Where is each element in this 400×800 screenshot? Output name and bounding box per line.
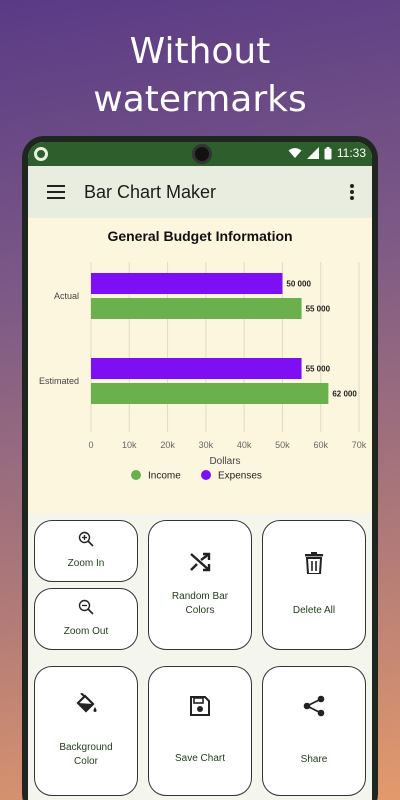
x-tick-label: 70k xyxy=(352,440,367,450)
trash-icon xyxy=(305,552,323,574)
x-tick-label: 60k xyxy=(313,440,328,450)
status-bar: 11:33 xyxy=(28,142,372,166)
promo-headline-line1: Without xyxy=(129,31,271,72)
bar xyxy=(91,273,283,294)
zoom-out-icon xyxy=(78,599,94,615)
signal-icon xyxy=(306,147,319,159)
background-color-label: Background Color xyxy=(59,742,113,767)
share-icon xyxy=(303,695,325,717)
bar xyxy=(91,298,302,319)
battery-icon xyxy=(324,146,332,159)
wifi-icon xyxy=(288,148,302,158)
bar xyxy=(91,383,329,404)
zoom-in-icon xyxy=(78,531,94,547)
front-camera xyxy=(192,144,212,164)
status-indicators: 11:33 xyxy=(288,146,366,160)
x-tick-label: 40k xyxy=(237,440,252,450)
legend-swatch xyxy=(201,470,211,480)
x-tick-label: 30k xyxy=(199,440,214,450)
x-tick-label: 0 xyxy=(88,440,93,450)
x-tick-label: 10k xyxy=(122,440,137,450)
random-bar-colors-button[interactable]: Random Bar Colors xyxy=(148,520,252,650)
app-screen: 11:33 Bar Chart Maker General Budget Inf… xyxy=(28,142,372,800)
category-label: Actual xyxy=(54,291,79,301)
legend-label: Income xyxy=(148,471,181,482)
legend-swatch xyxy=(131,470,141,480)
bar xyxy=(91,358,302,379)
more-vert-icon[interactable] xyxy=(332,166,372,218)
bar-value-label: 50 000 xyxy=(286,280,311,289)
legend-label: Expenses xyxy=(218,471,262,482)
zoom-in-label: Zoom In xyxy=(67,558,105,569)
app-title: Bar Chart Maker xyxy=(84,181,217,202)
x-tick-label: 50k xyxy=(275,440,290,450)
zoom-in-button[interactable]: Zoom In xyxy=(34,520,138,582)
shuffle-icon xyxy=(189,552,211,572)
controls-panel: Zoom In Zoom Out Random Bar Colors Delet… xyxy=(28,514,372,800)
category-label: Estimated xyxy=(39,376,79,386)
promo-headline: Without watermarks xyxy=(0,28,400,124)
background-color-button[interactable]: Background Color xyxy=(34,666,138,796)
bar-chart: 0 10k 20k 30k 40k 50k 60k 70k Dollars Actual 50 00… xyxy=(39,262,367,482)
phone-frame: 11:33 Bar Chart Maker General Budget Inf… xyxy=(22,136,378,800)
paint-bucket-icon xyxy=(74,693,98,715)
bar-value-label: 62 000 xyxy=(332,390,357,399)
promo-headline-line2: watermarks xyxy=(93,79,307,120)
chart-title: General Budget Information xyxy=(107,228,293,244)
share-label: Share xyxy=(300,754,328,765)
delete-all-button[interactable]: Delete All xyxy=(262,520,366,650)
x-axis-label: Dollars xyxy=(209,456,240,467)
hamburger-menu-icon[interactable] xyxy=(28,166,84,218)
zoom-out-button[interactable]: Zoom Out xyxy=(34,588,138,650)
bar-value-label: 55 000 xyxy=(306,365,331,374)
app-bar: Bar Chart Maker xyxy=(28,166,372,218)
save-chart-label: Save Chart xyxy=(174,753,226,764)
share-button[interactable]: Share xyxy=(262,666,366,796)
chart-area: General Budget Information 0 10k 20k 30k 40k… xyxy=(28,218,372,514)
delete-all-label: Delete All xyxy=(292,605,336,616)
x-tick-label: 20k xyxy=(160,440,175,450)
zoom-out-label: Zoom Out xyxy=(63,626,109,637)
bar-value-label: 55 000 xyxy=(306,305,331,314)
random-bar-colors-label: Random Bar Colors xyxy=(171,591,229,616)
status-time: 11:33 xyxy=(336,146,366,160)
save-chart-button[interactable]: Save Chart xyxy=(148,666,252,796)
save-icon xyxy=(190,696,210,716)
notification-dot-icon xyxy=(34,147,48,161)
